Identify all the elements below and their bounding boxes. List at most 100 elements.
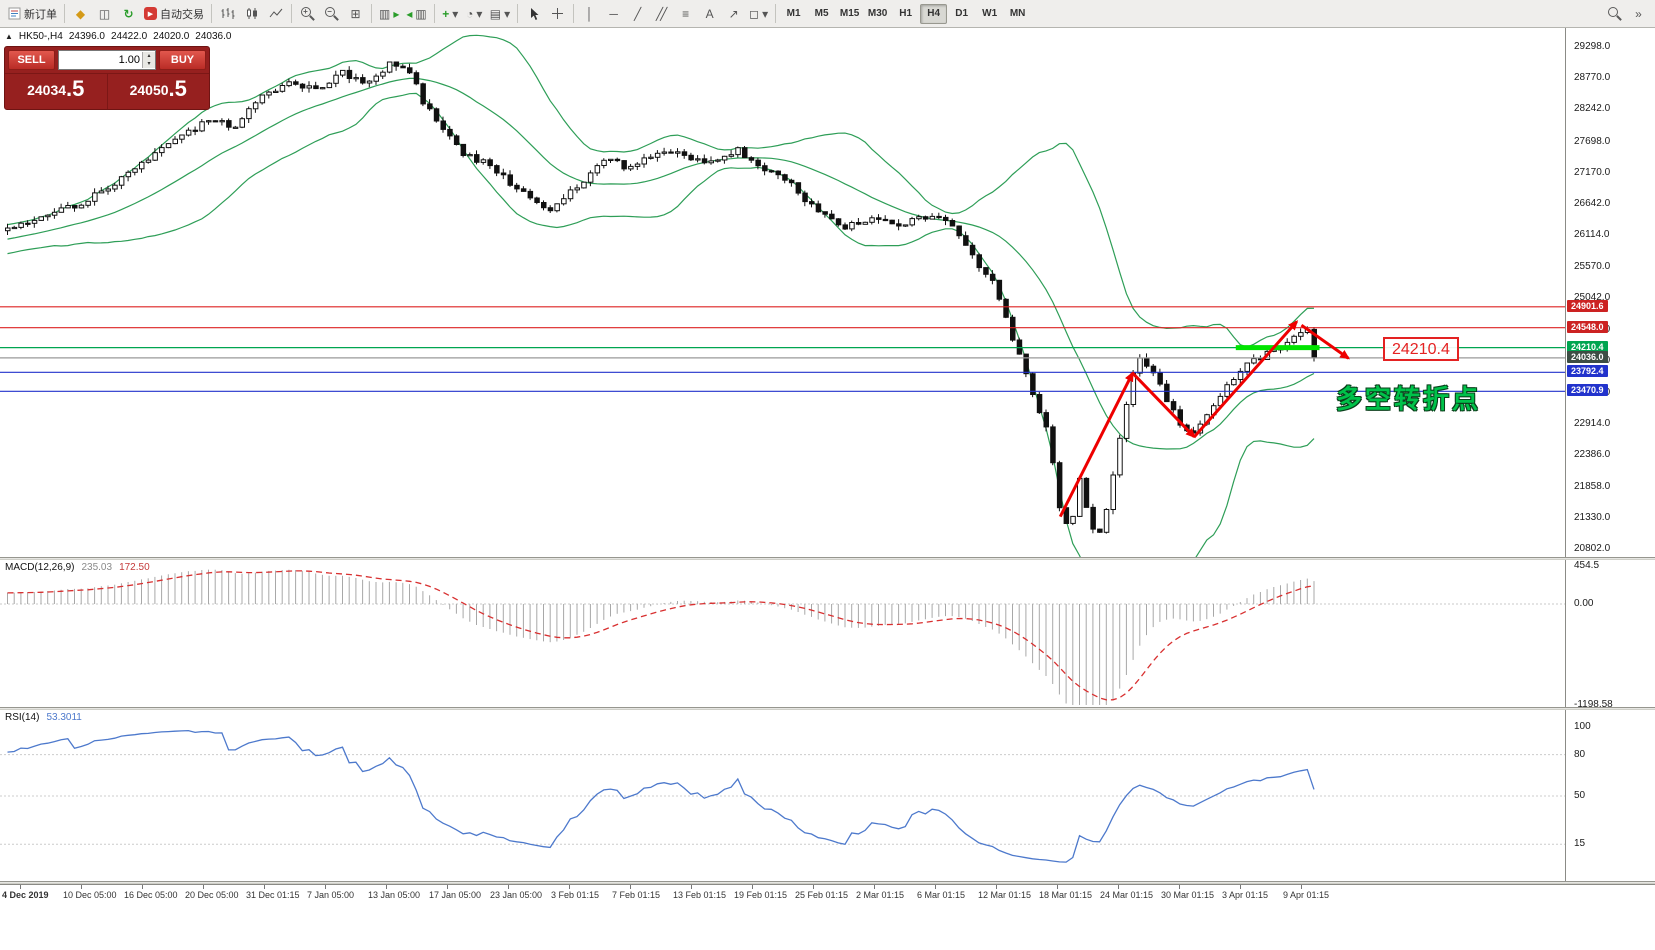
bar-chart-button[interactable]	[216, 3, 239, 25]
horizontal-line-icon: ─	[609, 6, 618, 21]
sell-price-int: 24034	[27, 82, 67, 98]
time-label: 18 Mar 01:15	[1039, 890, 1093, 900]
charts-grid-icon: ◫	[98, 6, 111, 21]
timeframe-h1[interactable]: H1	[899, 8, 913, 19]
tile-windows-button[interactable]: ⊞	[344, 3, 367, 25]
autotrading-button[interactable]: ▶ 自动交易	[141, 3, 207, 25]
price-axis[interactable]: 29298.0 28770.0 28242.0 27698.0 27170.0 26642…	[1565, 28, 1655, 884]
main-chart[interactable]: ▲ HK50-,H4 24396.0 24422.0 24020.0 24036…	[0, 28, 1565, 557]
macd-axis-tick: -1198.58	[1574, 699, 1613, 710]
indicators-button[interactable]: + ▾	[439, 3, 462, 25]
new-order-button[interactable]: 新订单	[5, 3, 60, 25]
time-axis-tick	[630, 885, 631, 889]
timeframe-m1[interactable]: M1	[786, 8, 801, 19]
caret-down-icon: ▾	[762, 6, 769, 21]
time-axis-tick	[203, 885, 204, 889]
time-axis-tick	[447, 885, 448, 889]
trendline-tool[interactable]: ╱	[626, 3, 649, 25]
zoom-in-icon: +	[300, 6, 315, 21]
price-level-tag: 23792.4	[1567, 365, 1608, 378]
zoom-in-button[interactable]: +	[296, 3, 319, 25]
sell-button[interactable]: SELL	[8, 50, 55, 70]
rsi-panel[interactable]: RSI(14) 53.3011	[0, 710, 1565, 881]
refresh-button[interactable]: ↻	[117, 3, 140, 25]
caret-down-icon: ▾	[476, 6, 483, 21]
buy-price[interactable]: 24050.5	[108, 74, 210, 109]
toolbar-separator	[433, 4, 435, 23]
fibonacci-tool[interactable]: ≡	[674, 3, 697, 25]
time-label: 3 Apr 01:15	[1222, 890, 1269, 900]
templates-button[interactable]: ▤ ▾	[487, 3, 513, 25]
timeframe-m30[interactable]: M30	[867, 8, 888, 19]
text-icon: A	[705, 6, 714, 21]
volume-input[interactable]	[59, 52, 142, 68]
macd-panel[interactable]: MACD(12,26,9) 235.03 172.50	[0, 560, 1565, 707]
timeframe-m5[interactable]: M5	[814, 8, 829, 19]
timeframe-d1[interactable]: D1	[955, 8, 969, 19]
horizontal-line-tool[interactable]: ─	[602, 3, 625, 25]
one-click-toggle-icon[interactable]: ▲	[5, 32, 13, 41]
time-axis-tick	[996, 885, 997, 889]
y-axis-tick: 28242.0	[1574, 103, 1611, 115]
auto-scroll-button[interactable]: ▥ ▸	[376, 3, 402, 25]
y-axis-tick: 20802.0	[1574, 543, 1611, 554]
candles	[5, 61, 1317, 534]
panel-separator[interactable]	[0, 881, 1655, 884]
chart-header: ▲ HK50-,H4 24396.0 24422.0 24020.0 24036…	[5, 31, 231, 42]
autotrading-icon: ▶	[144, 7, 157, 20]
time-axis-tick	[325, 885, 326, 889]
periods-button[interactable]: ◔ ▾	[463, 3, 486, 25]
price-callout-label[interactable]: 24210.4	[1383, 337, 1459, 361]
toolbar-overflow-button[interactable]: »	[1627, 3, 1650, 25]
volume-up-icon[interactable]: ▴	[143, 52, 155, 60]
time-label: 31 Dec 01:15	[246, 890, 300, 900]
rsi-axis-tick: 80	[1574, 748, 1586, 760]
timeframe-m15[interactable]: M15	[839, 8, 860, 19]
panel-separator[interactable]	[0, 557, 1655, 560]
buy-button[interactable]: BUY	[159, 50, 206, 70]
shapes-tool[interactable]: ◻ ▾	[746, 3, 771, 25]
sell-price[interactable]: 24034.5	[5, 74, 107, 109]
channel-tool[interactable]: ╱╱	[650, 3, 673, 25]
toolbar-separator	[291, 4, 292, 23]
price-level-tag: 23470.9	[1567, 384, 1608, 397]
zoom-out-button[interactable]: −	[320, 3, 343, 25]
time-label: 10 Dec 05:00	[63, 890, 117, 900]
shapes-icon: ◻	[749, 6, 760, 21]
text-tool[interactable]: A	[698, 3, 721, 25]
turning-point-note[interactable]: 多空转折点	[1336, 384, 1482, 414]
time-axis-tick	[813, 885, 814, 889]
time-label: 4 Dec 2019	[2, 890, 49, 900]
chart-shift-button[interactable]: ◂ ▥	[403, 3, 429, 25]
arrows-tool[interactable]: ↗	[722, 3, 745, 25]
volume-spinner: ▴ ▾	[142, 52, 155, 68]
time-axis-tick	[508, 885, 509, 889]
rsi-name: RSI(14)	[5, 712, 40, 723]
panel-separator[interactable]	[0, 707, 1655, 710]
time-label: 25 Feb 01:15	[795, 890, 849, 900]
rsi-value: 53.3011	[46, 712, 82, 723]
time-axis-tick	[264, 885, 265, 889]
line-chart-button[interactable]	[264, 3, 287, 25]
toolbar-separator	[64, 4, 65, 23]
one-click-trade-panel: SELL ▴ ▾ BUY 24034.5 24050.5	[4, 46, 210, 110]
metaeditor-button[interactable]: ◆	[69, 3, 92, 25]
vertical-line-tool[interactable]: │	[578, 3, 601, 25]
macd-canvas	[0, 569, 1565, 705]
price-level-tag: 24901.6	[1567, 299, 1608, 312]
charts-grid-button[interactable]: ◫	[93, 3, 116, 25]
search-icon	[1607, 6, 1622, 21]
timeframe-w1[interactable]: W1	[982, 8, 998, 19]
cursor-button[interactable]	[522, 3, 545, 25]
candlestick-chart-button[interactable]	[240, 3, 263, 25]
y-axis-tick: 25570.0	[1574, 261, 1611, 273]
volume-down-icon[interactable]: ▾	[143, 60, 155, 68]
search-button[interactable]	[1603, 3, 1626, 25]
timeframe-h4[interactable]: H4	[920, 3, 948, 24]
crosshair-button[interactable]	[546, 3, 569, 25]
time-axis-tick	[874, 885, 875, 889]
time-axis[interactable]: 4 Dec 2019 10 Dec 05:00 16 Dec 05:00 20 Dec…	[0, 884, 1655, 950]
timeframe-mn[interactable]: MN	[1009, 8, 1026, 19]
tile-windows-icon: ⊞	[350, 6, 361, 21]
